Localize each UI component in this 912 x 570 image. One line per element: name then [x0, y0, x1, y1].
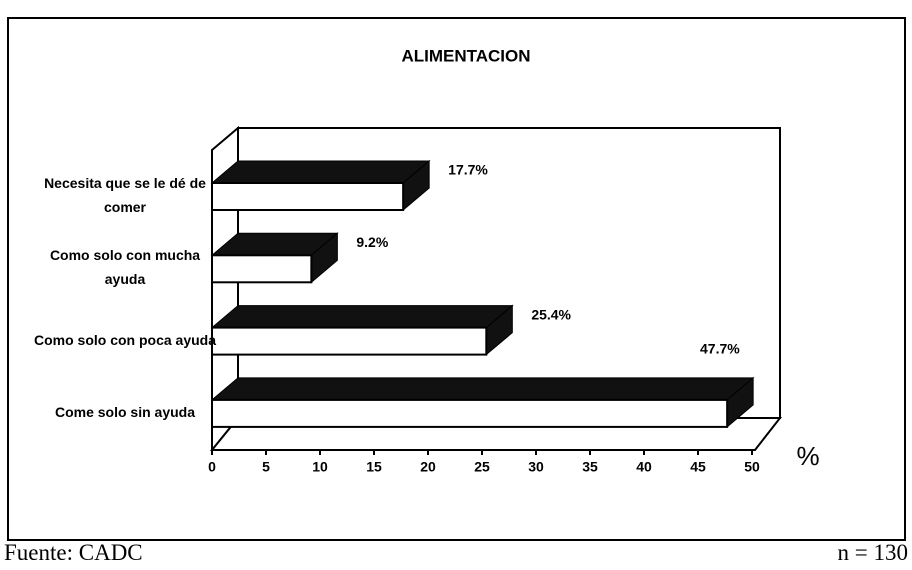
x-tick-label: 20 — [420, 459, 436, 475]
x-tick-label: 10 — [312, 459, 328, 475]
category-label: Necesita que se le dé de comer — [44, 175, 206, 215]
bar — [211, 326, 488, 356]
x-tick-label: 25 — [474, 459, 490, 475]
value-label: 25.4% — [531, 306, 571, 322]
x-tick-label: 30 — [528, 459, 544, 475]
bar — [211, 182, 405, 211]
sample-size: n = 130 — [837, 540, 908, 565]
bar-top — [210, 160, 431, 184]
x-tick-label: 45 — [690, 459, 706, 475]
bar — [211, 254, 313, 284]
x-tick-label: 5 — [262, 459, 270, 475]
source: Fuente: CADC — [4, 540, 143, 565]
x-tick-label: 0 — [208, 459, 216, 475]
x-tick-label: 50 — [744, 459, 760, 475]
chart-title: ALIMENTACION — [401, 46, 530, 65]
bar-top — [210, 377, 755, 401]
bar — [211, 398, 729, 428]
x-axis-label: % — [796, 441, 819, 471]
value-label: 47.7% — [700, 341, 740, 357]
category-label: Como solo con mucha ayuda — [49, 247, 201, 288]
value-label: 17.7% — [448, 162, 488, 178]
value-label: 9.2% — [356, 234, 388, 250]
x-tick-label: 35 — [582, 459, 598, 475]
category-label: Como solo con poca ayuda — [33, 331, 217, 348]
x-tick-label: 40 — [636, 459, 652, 475]
bar-top — [210, 305, 514, 329]
x-tick-label: 15 — [366, 459, 382, 475]
category-label: Come solo sin ayuda — [54, 403, 196, 420]
